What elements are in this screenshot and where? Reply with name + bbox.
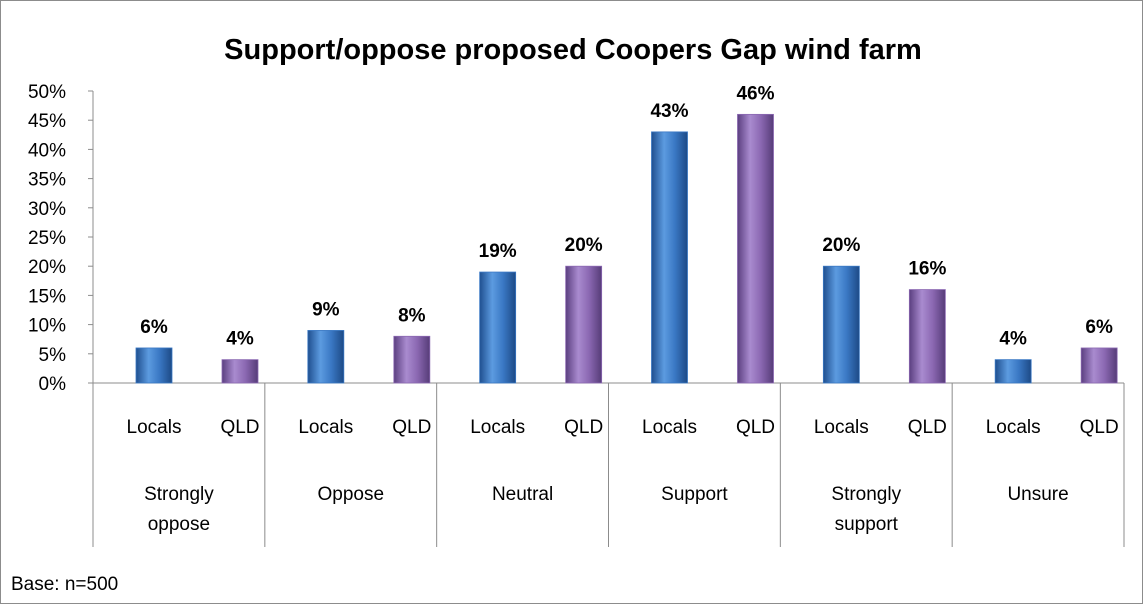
- chart-title: Support/oppose proposed Coopers Gap wind…: [224, 34, 922, 66]
- category-label: Locals: [298, 417, 353, 438]
- bar: [651, 131, 688, 384]
- bar: [822, 265, 860, 384]
- data-label: 6%: [1085, 317, 1113, 338]
- y-tick-label: 15%: [28, 286, 66, 307]
- bars: [135, 113, 1118, 384]
- bar: [307, 330, 345, 384]
- category-label: Locals: [814, 417, 869, 438]
- category-label: QLD: [392, 417, 431, 438]
- y-tick-label: 5%: [39, 345, 67, 366]
- footnote: Base: n=500: [11, 574, 118, 595]
- bar: [737, 113, 774, 384]
- bar: [565, 265, 603, 384]
- bar: [393, 335, 431, 384]
- group-label: Support: [661, 484, 728, 505]
- data-labels: 6% 9% 19% 43% 20% 4% 4% 8% 20% 46% 16% 6%: [140, 83, 1113, 349]
- category-label: QLD: [736, 417, 775, 438]
- x-axis: Locals QLD Strongly oppose Locals QLD Oppose Lo…: [92, 382, 1125, 547]
- y-tick-label: 45%: [28, 111, 66, 132]
- y-axis: 0% 5% 10% 15% 20% 25% 30% 35% 40% 45% 50%: [28, 82, 94, 395]
- data-label: 6%: [140, 317, 168, 338]
- data-label: 19%: [479, 241, 517, 262]
- data-label: 4%: [999, 329, 1027, 350]
- group-label: Oppose: [317, 484, 384, 505]
- group-label: support: [835, 514, 899, 535]
- group-label: Neutral: [492, 484, 553, 505]
- group-label: oppose: [148, 514, 210, 535]
- bar: [479, 271, 517, 384]
- y-tick-label: 50%: [28, 82, 66, 103]
- bar: [221, 359, 259, 384]
- y-tick-label: 20%: [28, 257, 66, 278]
- bar: [908, 289, 946, 384]
- y-tick-label: 30%: [28, 199, 66, 220]
- y-tick-label: 35%: [28, 170, 66, 191]
- data-label: 8%: [398, 305, 426, 326]
- category-label: Locals: [127, 417, 182, 438]
- data-label: 9%: [312, 299, 340, 320]
- group-label: Strongly: [831, 484, 901, 505]
- data-label: 43%: [650, 101, 688, 122]
- data-label: 20%: [565, 235, 603, 256]
- y-tick-label: 0%: [39, 374, 67, 395]
- bar: [135, 347, 173, 384]
- group-label: Strongly: [144, 484, 214, 505]
- category-label: QLD: [1080, 417, 1119, 438]
- y-tick-label: 25%: [28, 228, 66, 249]
- category-label: QLD: [220, 417, 259, 438]
- group-label: Unsure: [1007, 484, 1068, 505]
- category-label: QLD: [564, 417, 603, 438]
- y-tick-label: 10%: [28, 316, 66, 337]
- data-label: 46%: [736, 83, 774, 104]
- category-label: QLD: [908, 417, 947, 438]
- category-label: Locals: [470, 417, 525, 438]
- data-label: 16%: [908, 259, 946, 280]
- data-label: 4%: [226, 329, 254, 350]
- data-label: 20%: [822, 235, 860, 256]
- bar: [1080, 347, 1118, 384]
- category-label: Locals: [986, 417, 1041, 438]
- bar: [994, 359, 1032, 384]
- y-tick-label: 40%: [28, 140, 66, 161]
- category-label: Locals: [642, 417, 697, 438]
